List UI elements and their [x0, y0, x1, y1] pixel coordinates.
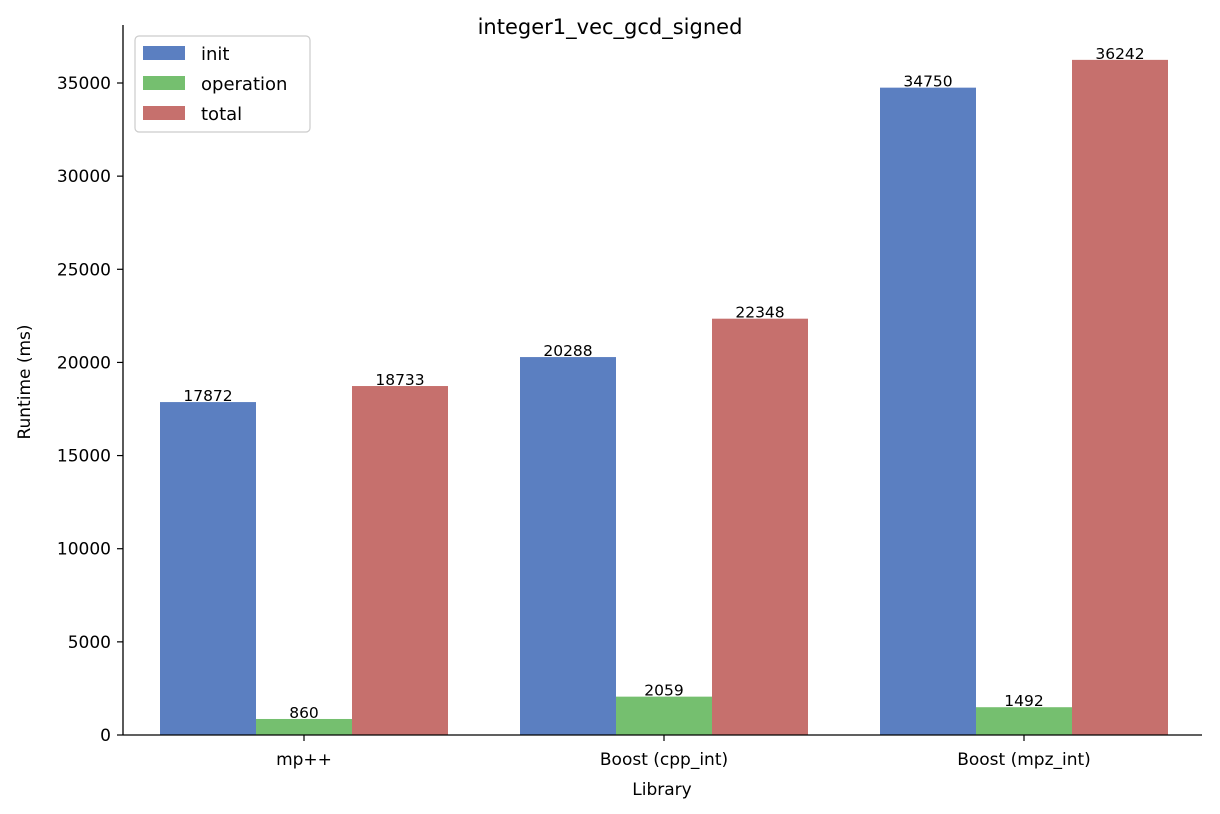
- chart-title: integer1_vec_gcd_signed: [478, 15, 743, 40]
- y-tick-label: 30000: [57, 167, 111, 187]
- legend: init operation total: [134, 35, 311, 133]
- x-tick-label: mp++: [276, 750, 332, 770]
- bar-value-label: 36242: [1095, 45, 1144, 63]
- x-tick-label: Boost (mpz_int): [957, 750, 1091, 770]
- bar-total-2: [1072, 59, 1168, 735]
- y-tick-label: 35000: [57, 74, 111, 94]
- y-tick-label: 15000: [57, 447, 111, 467]
- legend-label-init: init: [201, 44, 229, 65]
- bar-value-label: 20288: [543, 342, 592, 360]
- y-tick-label: 0: [100, 726, 111, 746]
- axes-group: [122, 25, 1202, 736]
- x-ticks-group: mp++ Boost (cpp_int) Boost (mpz_int): [276, 735, 1091, 770]
- y-ticks-group: 0 5000 10000 15000 20000 25000 30000 35000: [57, 74, 123, 746]
- bar-value-label: 860: [289, 704, 319, 722]
- legend-swatch-total: [143, 106, 185, 120]
- bar-total-1: [712, 318, 808, 735]
- bar-operation-1: [616, 696, 712, 735]
- bar-labels-group: 17872 860 18733 20288 2059 22348 34750 1492 3624…: [183, 45, 1144, 722]
- bar-init-2: [880, 87, 976, 735]
- legend-label-operation: operation: [201, 74, 287, 95]
- bar-value-label: 22348: [735, 304, 784, 322]
- y-tick-label: 25000: [57, 260, 111, 280]
- bars-group: [160, 59, 1168, 735]
- y-axis-label: Runtime (ms): [15, 324, 35, 439]
- bar-value-label: 34750: [903, 73, 952, 91]
- x-tick-label: Boost (cpp_int): [600, 750, 728, 770]
- legend-swatch-init: [143, 46, 185, 60]
- bar-value-label: 17872: [183, 387, 232, 405]
- legend-label-total: total: [201, 104, 242, 125]
- bar-operation-2: [976, 707, 1072, 735]
- y-tick-label: 5000: [68, 633, 111, 653]
- bar-init-0: [160, 402, 256, 735]
- bar-value-label: 1492: [1004, 692, 1043, 710]
- legend-swatch-operation: [143, 76, 185, 90]
- bar-value-label: 18733: [375, 371, 424, 389]
- bar-total-0: [352, 386, 448, 735]
- bar-init-1: [520, 357, 616, 735]
- y-tick-label: 20000: [57, 353, 111, 373]
- bar-value-label: 2059: [644, 682, 683, 700]
- x-axis-label: Library: [632, 780, 691, 800]
- bar-operation-0: [256, 718, 352, 735]
- y-tick-label: 10000: [57, 540, 111, 560]
